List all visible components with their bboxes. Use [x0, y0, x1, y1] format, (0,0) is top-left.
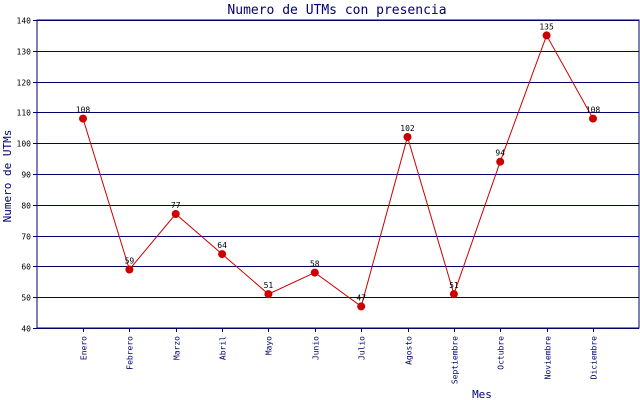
y-tick-label: 90	[21, 171, 31, 180]
x-tick-label: Enero	[80, 336, 89, 360]
data-point	[218, 250, 227, 259]
y-tick-label: 60	[21, 263, 31, 272]
y-tick-label: 50	[21, 294, 31, 303]
series-layer	[79, 31, 597, 311]
data-label: 51	[264, 281, 274, 290]
data-point	[79, 114, 87, 123]
data-label: 108	[76, 106, 91, 115]
data-point	[542, 31, 551, 40]
x-axis-label: Mes	[472, 388, 492, 400]
x-tick-label: Diciembre	[590, 336, 599, 380]
data-point	[496, 157, 505, 166]
y-tick-label: 130	[17, 48, 32, 57]
data-point	[264, 290, 273, 299]
grid-layer	[33, 19, 640, 332]
data-label: 47	[356, 293, 366, 302]
data-point	[403, 133, 412, 141]
data-label: 94	[495, 149, 505, 158]
data-point	[125, 265, 134, 274]
data-label: 58	[310, 260, 320, 269]
x-tick-label: Febrero	[126, 336, 135, 370]
data-label: 64	[217, 241, 227, 250]
x-tick-label: Julio	[358, 336, 367, 360]
x-tick-label: Noviembre	[544, 336, 553, 380]
data-labels: 108 59 77 64 51 58 47 102 51 94 135 108	[76, 22, 601, 302]
x-tick-label: Mayo	[265, 336, 274, 355]
data-point	[589, 114, 597, 123]
data-point	[357, 302, 366, 311]
x-tick-label: Abril	[219, 336, 228, 360]
y-axis-label: Numero de UTMs	[1, 130, 14, 223]
data-label: 108	[586, 106, 601, 115]
chart-title: Numero de UTMs con presencia	[227, 3, 446, 18]
data-label: 135	[539, 22, 554, 31]
x-tick-label: Agosto	[405, 336, 414, 365]
data-point	[449, 290, 458, 299]
x-tick-labels: Enero Febrero Marzo Abril Mayo Junio Julio Agos…	[80, 336, 599, 384]
data-label: 51	[449, 281, 459, 290]
data-label: 59	[125, 257, 135, 266]
y-tick-label: 70	[21, 233, 31, 242]
y-tick-label: 140	[17, 17, 32, 26]
y-tick-label: 80	[21, 202, 31, 211]
data-point	[310, 268, 319, 277]
x-tick-label: Septiembre	[451, 336, 460, 384]
y-tick-label: 120	[17, 79, 32, 88]
data-label: 77	[171, 201, 181, 210]
y-tick-label: 110	[17, 109, 32, 118]
y-tick-label: 40	[21, 325, 31, 334]
series-line	[82, 34, 594, 308]
x-tick-label: Octubre	[497, 336, 506, 370]
x-tick-label: Junio	[312, 336, 321, 360]
x-tick-label: Marzo	[173, 336, 182, 360]
data-label: 102	[400, 124, 415, 133]
y-tick-labels: 40 50 60 70 80 90 100 110 120 130 140	[17, 17, 32, 334]
y-tick-label: 100	[17, 140, 32, 149]
data-point	[171, 210, 180, 218]
